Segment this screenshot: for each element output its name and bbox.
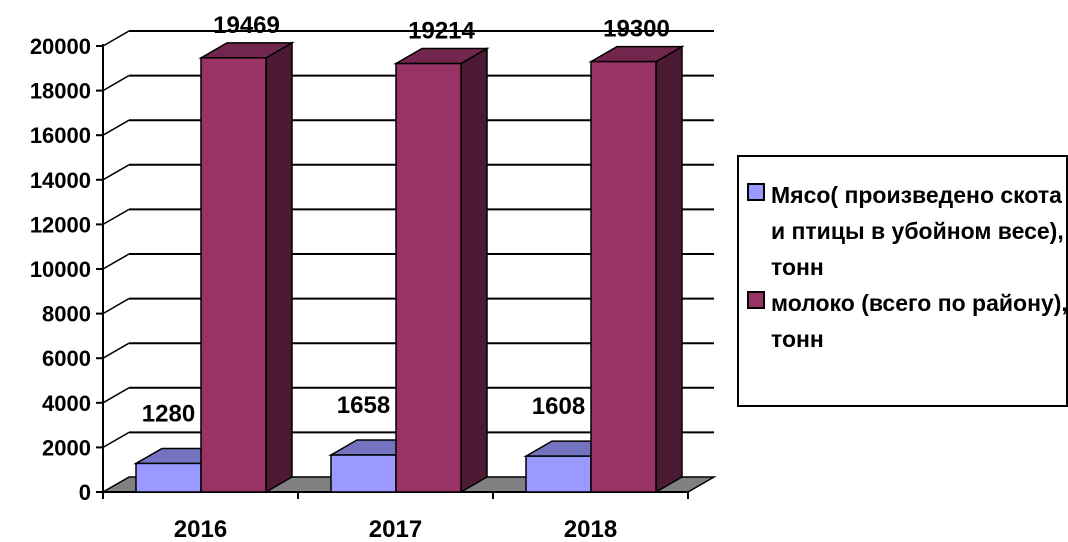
y-tick-label: 0 [79, 480, 91, 505]
bar-milk-2016 [198, 41, 295, 494]
y-tick-label: 14000 [30, 168, 91, 193]
y-tick-label: 4000 [42, 391, 91, 416]
bar-side [265, 41, 293, 494]
data-label: 19214 [408, 18, 475, 45]
gridline-diagonal [102, 74, 130, 92]
bar-front [200, 57, 267, 493]
data-label: 1658 [337, 392, 390, 419]
legend-swatch-meat [747, 183, 765, 201]
y-tick-label: 8000 [42, 302, 91, 327]
gridline-diagonal [102, 30, 130, 47]
data-label: 1280 [142, 400, 195, 427]
legend-swatch-milk [747, 291, 765, 309]
data-labels: 1280 19469 1658 19214 1608 19300 [142, 12, 670, 428]
gridline-diagonal [102, 342, 130, 359]
data-label: 1608 [532, 393, 585, 420]
gridline-diagonal [102, 253, 130, 270]
category-labels: 2016 2017 2018 [174, 516, 617, 542]
legend: Мясо( произведено скота и птицы в убойно… [737, 155, 1068, 407]
category-label: 2017 [369, 516, 422, 542]
gridline-diagonal [102, 297, 130, 315]
bar-side [460, 47, 488, 494]
category-label: 2018 [564, 516, 617, 542]
bar-front [330, 454, 397, 493]
category-label: 2016 [174, 516, 227, 542]
gridline-diagonal [102, 387, 130, 404]
data-label: 19300 [603, 16, 670, 43]
bar-side [655, 45, 683, 494]
y-tick-label: 2000 [42, 435, 91, 460]
bar-front [525, 455, 592, 493]
legend-item-meat: Мясо( произведено скота и птицы в убойно… [747, 177, 1068, 285]
gridline-diagonal [102, 164, 130, 181]
bar-front [590, 60, 657, 493]
bar-front [395, 62, 462, 493]
y-tick-label: 12000 [30, 212, 91, 237]
y-tick-label: 18000 [30, 79, 91, 104]
gridline-diagonal [102, 431, 130, 449]
y-tick-label: 20000 [30, 34, 91, 59]
y-tick-label: 16000 [30, 123, 91, 148]
gridline-diagonal [102, 119, 130, 136]
bars [133, 41, 685, 494]
y-tick-label: 6000 [42, 346, 91, 371]
y-tick-label: 10000 [30, 257, 91, 282]
bar-front [135, 462, 202, 493]
legend-label-meat: Мясо( произведено скота и птицы в убойно… [771, 182, 1064, 280]
data-label: 19469 [213, 12, 280, 39]
bar-milk-2017 [393, 47, 490, 494]
bar-milk-2018 [588, 45, 685, 494]
y-axis-ticks: 0 2000 4000 6000 8000 10000 12000 14000 16000 180… [30, 34, 103, 505]
legend-item-milk: молоко (всего по району), тонн [747, 285, 1068, 357]
gridline-diagonal [102, 208, 130, 226]
legend-label-milk: молоко (всего по району), тонн [771, 290, 1068, 352]
